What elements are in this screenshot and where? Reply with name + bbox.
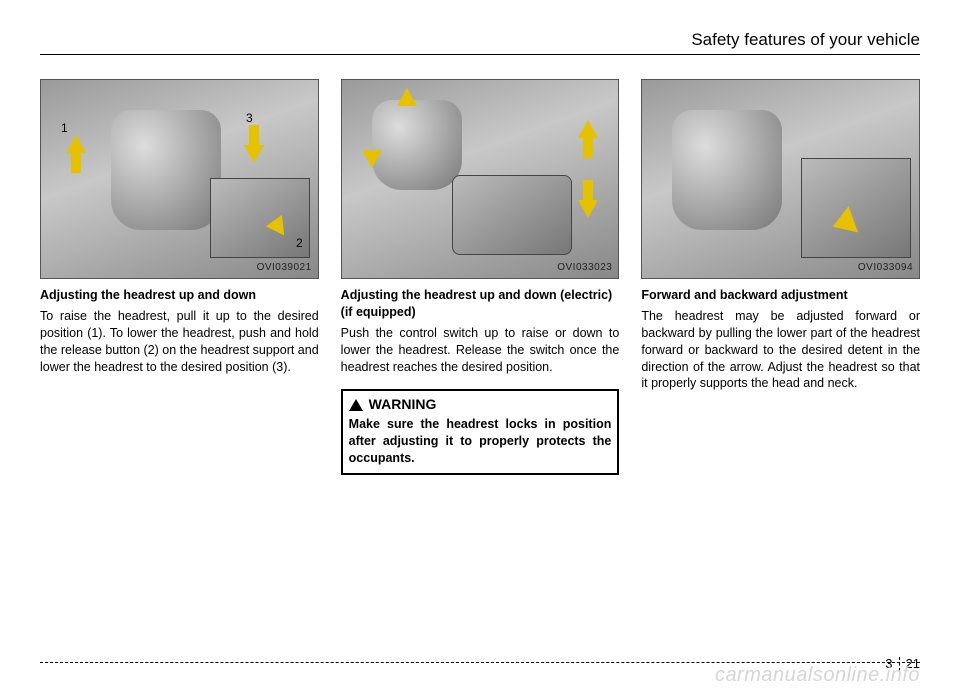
content-columns: 1 3 2 OVI039021 Adjusting the headrest u… <box>40 79 920 475</box>
arrow-up-icon <box>397 88 417 106</box>
figure-code: OVI033094 <box>858 261 913 275</box>
arrow-down-icon <box>244 145 264 163</box>
chapter-number: 3 <box>885 656 892 671</box>
label-1: 1 <box>61 120 68 136</box>
column-1: 1 3 2 OVI039021 Adjusting the headrest u… <box>40 79 319 475</box>
figure-2: OVI033023 <box>341 79 620 279</box>
label-2: 2 <box>296 235 303 251</box>
page-separator <box>899 657 900 671</box>
arrow-stem-icon <box>583 138 593 158</box>
subheading: Adjusting the headrest up and down <box>40 287 319 304</box>
body-text: Push the control switch up to raise or d… <box>341 325 620 376</box>
page-number: 3 21 <box>885 656 920 671</box>
arrow-up-icon <box>578 120 598 138</box>
footer: 3 21 <box>40 662 920 669</box>
column-3: OVI033094 Forward and backward adjustmen… <box>641 79 920 475</box>
warning-title: WARNING <box>349 395 612 414</box>
subheading: Forward and backward adjustment <box>641 287 920 304</box>
figure-code: OVI039021 <box>257 261 312 275</box>
body-text: The headrest may be adjusted forward or … <box>641 308 920 392</box>
warning-body: Make sure the headrest locks in position… <box>349 416 612 467</box>
arrow-stem-icon <box>583 180 593 200</box>
warning-box: WARNING Make sure the headrest locks in … <box>341 389 620 475</box>
arrow-diag-icon <box>265 215 292 241</box>
figure-1: 1 3 2 OVI039021 <box>40 79 319 279</box>
arrow-stem-icon <box>71 153 81 173</box>
footer-rule <box>40 662 920 663</box>
column-2: OVI033023 Adjusting the headrest up and … <box>341 79 620 475</box>
figure-code: OVI033023 <box>557 261 612 275</box>
arrow-curve-icon <box>828 206 858 240</box>
figure-3: OVI033094 <box>641 79 920 279</box>
subheading: Adjusting the headrest up and down (elec… <box>341 287 620 321</box>
warning-icon <box>349 399 363 411</box>
body-text: To raise the headrest, pull it up to the… <box>40 308 319 376</box>
arrow-up-icon <box>66 135 86 153</box>
figure-inset <box>801 158 911 258</box>
control-panel <box>452 175 572 255</box>
figure-inset: 2 <box>210 178 310 258</box>
section-header: Safety features of your vehicle <box>40 30 920 50</box>
arrow-down-icon <box>362 150 382 168</box>
arrow-down-icon <box>578 200 598 218</box>
warning-label: WARNING <box>369 395 437 414</box>
label-3: 3 <box>246 110 253 126</box>
arrow-stem-icon <box>249 125 259 145</box>
page-number-value: 21 <box>906 656 920 671</box>
header-rule <box>40 54 920 55</box>
